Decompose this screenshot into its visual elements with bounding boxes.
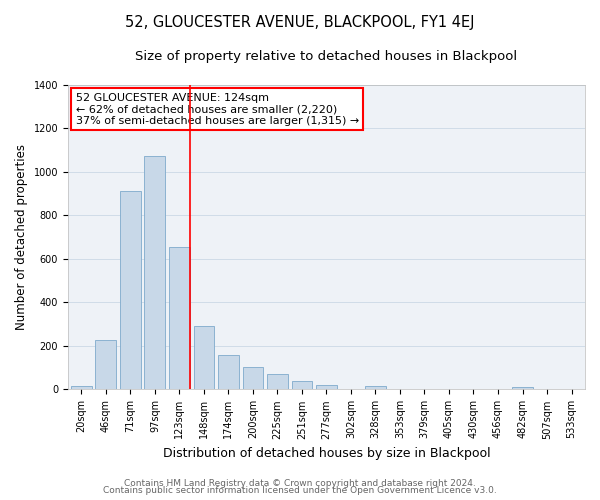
Text: Contains public sector information licensed under the Open Government Licence v3: Contains public sector information licen…	[103, 486, 497, 495]
Text: 52 GLOUCESTER AVENUE: 124sqm
← 62% of detached houses are smaller (2,220)
37% of: 52 GLOUCESTER AVENUE: 124sqm ← 62% of de…	[76, 92, 359, 126]
Text: Contains HM Land Registry data © Crown copyright and database right 2024.: Contains HM Land Registry data © Crown c…	[124, 478, 476, 488]
Bar	[218, 355, 239, 390]
Bar	[365, 386, 386, 390]
Bar	[242, 366, 263, 390]
Bar	[145, 156, 166, 390]
Bar	[194, 326, 214, 390]
Bar	[120, 191, 141, 390]
Y-axis label: Number of detached properties: Number of detached properties	[15, 144, 28, 330]
Bar	[267, 374, 288, 390]
Text: 52, GLOUCESTER AVENUE, BLACKPOOL, FY1 4EJ: 52, GLOUCESTER AVENUE, BLACKPOOL, FY1 4E…	[125, 15, 475, 30]
Bar	[71, 386, 92, 390]
Title: Size of property relative to detached houses in Blackpool: Size of property relative to detached ho…	[136, 50, 518, 63]
Bar	[316, 384, 337, 390]
X-axis label: Distribution of detached houses by size in Blackpool: Distribution of detached houses by size …	[163, 447, 490, 460]
Bar	[292, 380, 313, 390]
Bar	[169, 247, 190, 390]
Bar	[95, 340, 116, 390]
Bar	[512, 387, 533, 390]
